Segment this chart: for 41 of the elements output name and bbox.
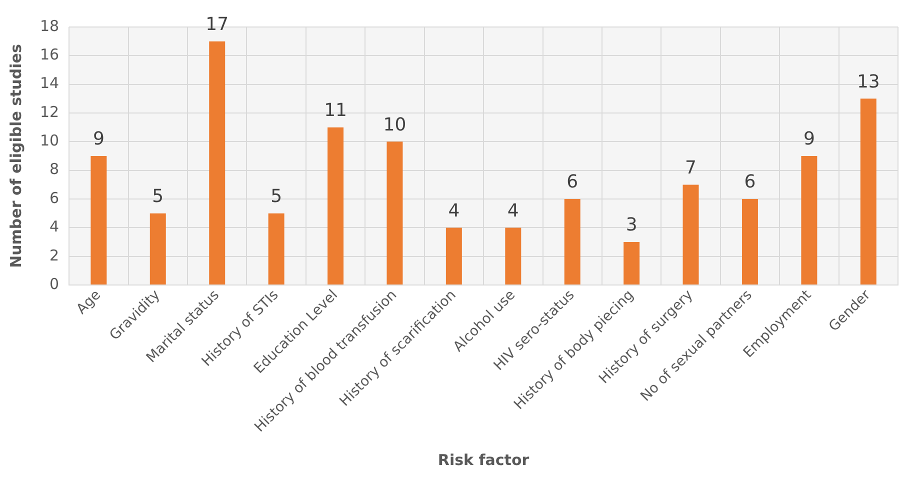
x-axis-title: Risk factor <box>438 450 530 469</box>
bar <box>682 184 699 285</box>
data-label: 7 <box>685 157 696 178</box>
bar <box>386 142 403 285</box>
data-label: 4 <box>507 200 519 222</box>
y-tick-label: 16 <box>40 46 60 64</box>
data-label: 6 <box>744 172 756 193</box>
y-axis-title: Number of eligible studies <box>6 44 25 268</box>
y-tick-label: 12 <box>40 102 60 121</box>
data-label: 3 <box>626 214 638 236</box>
data-label: 13 <box>856 71 880 92</box>
bar <box>209 41 226 285</box>
data-label: 9 <box>803 128 815 150</box>
data-label: 9 <box>92 128 104 150</box>
data-label: 4 <box>448 200 460 222</box>
bar <box>564 199 580 285</box>
bar <box>801 156 818 285</box>
y-tick-label: 0 <box>50 274 60 293</box>
data-label: 10 <box>383 114 406 136</box>
y-tick-label: 10 <box>40 132 60 150</box>
bar <box>150 213 166 285</box>
bar <box>624 242 640 285</box>
y-tick-label: 4 <box>50 218 60 236</box>
bar <box>505 228 522 285</box>
bar <box>268 213 284 285</box>
data-label: 5 <box>270 186 282 208</box>
y-tick-label: 14 <box>40 74 60 92</box>
data-label: 17 <box>206 14 229 36</box>
y-tick-label: 18 <box>40 16 60 35</box>
y-tick-label: 2 <box>50 246 60 264</box>
bar <box>328 127 344 285</box>
bar <box>90 156 107 285</box>
bar <box>860 98 876 285</box>
y-tick-label: 6 <box>50 188 60 207</box>
data-label: 6 <box>566 172 578 193</box>
bar <box>446 228 462 285</box>
y-tick-label: 8 <box>50 160 60 178</box>
bar <box>742 199 758 285</box>
data-label: 5 <box>152 186 164 208</box>
x-tick-label: Age <box>74 287 104 318</box>
data-label: 11 <box>324 100 347 122</box>
